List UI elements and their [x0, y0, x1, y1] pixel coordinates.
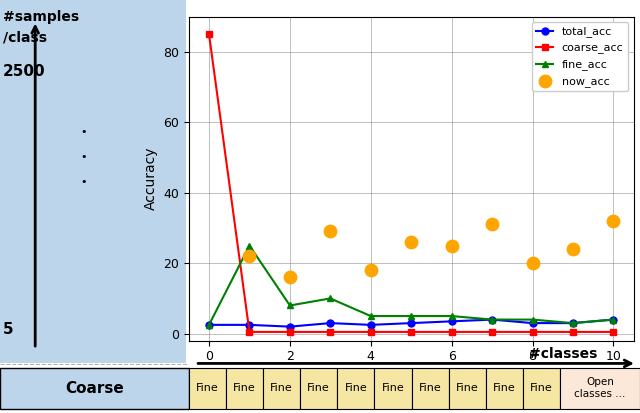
Text: Fine: Fine — [344, 383, 367, 393]
now_acc — [568, 246, 578, 252]
total_acc — [367, 323, 374, 328]
total_acc — [529, 320, 536, 325]
Text: #samples: #samples — [3, 10, 79, 24]
Text: Fine: Fine — [307, 383, 330, 393]
Text: Fine: Fine — [233, 383, 256, 393]
fine_acc — [488, 317, 496, 322]
Text: 5: 5 — [3, 322, 14, 337]
now_acc — [285, 274, 295, 280]
Line: coarse_acc: coarse_acc — [205, 31, 617, 335]
fine_acc — [529, 317, 536, 322]
coarse_acc — [286, 330, 294, 335]
total_acc — [448, 319, 456, 324]
Text: #classes: #classes — [529, 347, 597, 361]
Legend: total_acc, coarse_acc, fine_acc, now_acc: total_acc, coarse_acc, fine_acc, now_acc — [532, 22, 628, 91]
now_acc — [325, 228, 335, 235]
fine_acc — [569, 320, 577, 325]
now_acc — [527, 260, 538, 266]
Line: fine_acc: fine_acc — [205, 242, 617, 328]
now_acc — [487, 221, 497, 228]
Text: Fine: Fine — [381, 383, 404, 393]
total_acc — [205, 323, 213, 328]
fine_acc — [367, 313, 374, 318]
coarse_acc — [246, 330, 253, 335]
fine_acc — [205, 323, 213, 328]
Text: 2500: 2500 — [3, 64, 46, 79]
X-axis label: Sessions: Sessions — [381, 369, 441, 383]
coarse_acc — [569, 330, 577, 335]
total_acc — [326, 320, 334, 325]
now_acc — [406, 239, 417, 245]
Text: •: • — [80, 152, 86, 162]
now_acc — [244, 253, 255, 259]
now_acc — [608, 218, 618, 224]
coarse_acc — [609, 330, 617, 335]
Text: Fine: Fine — [530, 383, 553, 393]
fine_acc — [448, 313, 456, 318]
coarse_acc — [408, 330, 415, 335]
Text: /class: /class — [3, 31, 47, 45]
Y-axis label: Accuracy: Accuracy — [143, 147, 157, 210]
Text: Open
classes ...: Open classes ... — [574, 377, 626, 399]
fine_acc — [609, 317, 617, 322]
coarse_acc — [205, 32, 213, 37]
fine_acc — [246, 243, 253, 248]
total_acc — [488, 317, 496, 322]
Text: Fine: Fine — [270, 383, 293, 393]
coarse_acc — [326, 330, 334, 335]
total_acc — [609, 317, 617, 322]
fine_acc — [326, 296, 334, 301]
Text: Fine: Fine — [196, 383, 219, 393]
now_acc — [447, 242, 457, 249]
fine_acc — [286, 303, 294, 308]
Text: Coarse: Coarse — [65, 381, 124, 396]
coarse_acc — [367, 330, 374, 335]
now_acc — [365, 267, 376, 273]
coarse_acc — [529, 330, 536, 335]
total_acc — [286, 324, 294, 329]
total_acc — [408, 320, 415, 325]
Line: total_acc: total_acc — [205, 316, 617, 330]
Text: Fine: Fine — [419, 383, 442, 393]
coarse_acc — [488, 330, 496, 335]
total_acc — [246, 323, 253, 328]
Text: Fine: Fine — [493, 383, 516, 393]
fine_acc — [408, 313, 415, 318]
Text: •: • — [80, 127, 86, 137]
Text: Fine: Fine — [456, 383, 479, 393]
Text: •: • — [80, 177, 86, 187]
total_acc — [569, 320, 577, 325]
coarse_acc — [448, 330, 456, 335]
